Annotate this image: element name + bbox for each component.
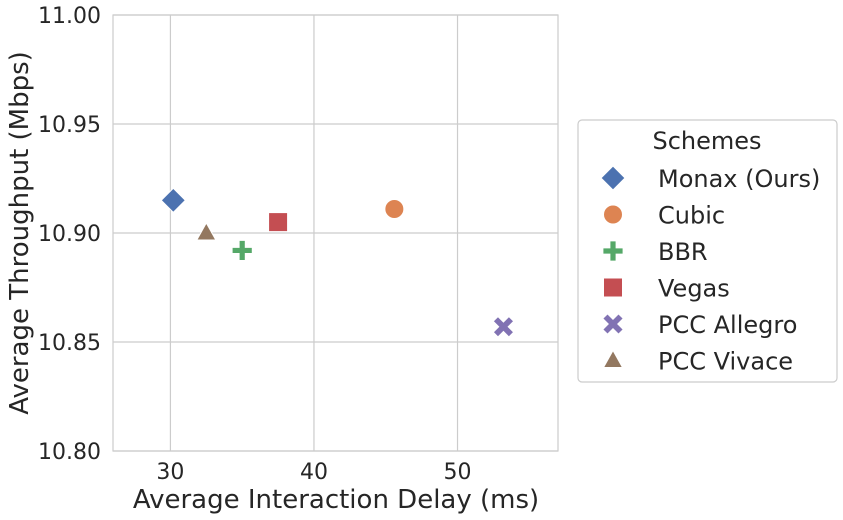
legend-frame [577,119,838,383]
legend-label: Monax (Ours) [658,165,820,193]
legend-label: Cubic [658,202,725,230]
x-axis-ticks: 30 40 50 [156,460,471,485]
plot-area-frame [112,14,559,452]
y-axis-label: Average Throughput (Mbps) [5,51,35,415]
legend-label: BBR [658,238,708,266]
y-tick-label: 10.95 [38,113,101,138]
grid-lines [113,14,558,452]
data-point [231,240,253,261]
data-points [160,187,515,338]
y-axis-ticks: 10.80 10.85 10.90 10.95 11.00 [38,4,101,465]
legend-label: Vegas [658,275,730,303]
y-tick-label: 10.80 [38,440,101,465]
legend-label: PCC Vivace [658,348,793,376]
x-tick-label: 40 [300,460,328,485]
data-point [492,316,515,338]
legend: Schemes Monax (Ours) Cubic BBR Vegas PCC All… [577,119,838,383]
data-point [268,212,289,233]
legend-title: Schemes [652,127,761,155]
legend-marker [603,204,623,225]
y-tick-label: 10.85 [38,331,101,356]
x-tick-label: 50 [444,460,472,485]
x-tick-label: 30 [156,460,184,485]
data-point [160,187,186,214]
legend-label: PCC Allegro [658,311,797,339]
legend-marker [603,277,623,298]
y-tick-label: 11.00 [38,4,101,29]
legend-marker [602,313,624,335]
legend-marker [602,240,624,262]
legend-marker [602,349,624,368]
data-point [195,221,217,241]
y-tick-label: 10.90 [38,222,101,247]
legend-items: Monax (Ours) Cubic BBR Vegas PCC Allegro PCC … [600,165,820,376]
data-point [384,199,405,220]
legend-marker [600,165,626,191]
x-axis-label: Average Interaction Delay (ms) [133,485,539,515]
